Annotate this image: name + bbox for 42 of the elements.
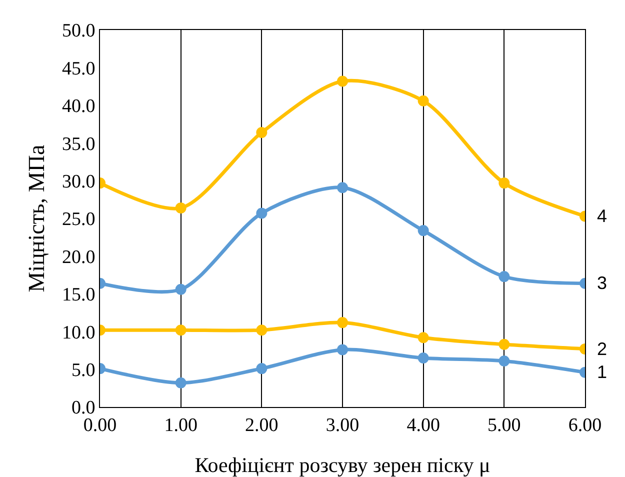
point bbox=[256, 127, 268, 138]
point bbox=[418, 225, 429, 236]
point bbox=[337, 317, 348, 328]
point bbox=[418, 352, 429, 364]
point bbox=[175, 377, 186, 388]
point bbox=[498, 271, 510, 282]
series-label: 3 bbox=[597, 273, 608, 293]
y-tick-label: 5.0 bbox=[71, 360, 96, 381]
y-tick-label: 35.0 bbox=[62, 134, 96, 155]
point bbox=[175, 202, 186, 214]
y-tick-label: 10.0 bbox=[62, 322, 96, 344]
series-label: 4 bbox=[597, 206, 608, 226]
y-tick-label: 45.0 bbox=[62, 58, 96, 80]
x-tick-label: 5.00 bbox=[488, 414, 521, 436]
point bbox=[337, 182, 348, 194]
point bbox=[418, 95, 429, 106]
series-label: 2 bbox=[597, 339, 608, 359]
y-tick-label: 15.0 bbox=[62, 284, 96, 306]
y-tick-label: 40.0 bbox=[62, 96, 96, 118]
point bbox=[256, 363, 268, 374]
x-axis-title: Коефіцієнт розсуву зерен піску μ bbox=[194, 453, 490, 477]
point bbox=[256, 324, 268, 336]
point bbox=[337, 76, 348, 87]
point bbox=[498, 356, 510, 367]
point bbox=[498, 338, 510, 350]
point bbox=[175, 284, 186, 295]
y-axis-title: Міцність, МПа bbox=[24, 144, 49, 292]
x-tick-label: 2.00 bbox=[245, 414, 278, 436]
point bbox=[498, 178, 510, 189]
y-tick-label: 25.0 bbox=[62, 209, 96, 230]
point bbox=[256, 208, 268, 219]
y-tick-label: 50.0 bbox=[62, 20, 96, 42]
y-tick-label: 30.0 bbox=[62, 171, 96, 192]
x-tick-label: 6.00 bbox=[568, 414, 602, 436]
series-label: 1 bbox=[597, 362, 608, 382]
point bbox=[337, 344, 348, 356]
x-tick-label: 4.00 bbox=[406, 414, 440, 436]
x-tick-label: 1.00 bbox=[164, 414, 198, 436]
x-tick-label: 3.00 bbox=[326, 414, 360, 436]
point bbox=[175, 324, 186, 336]
y-tick-label: 20.0 bbox=[62, 246, 96, 268]
point bbox=[418, 332, 429, 344]
